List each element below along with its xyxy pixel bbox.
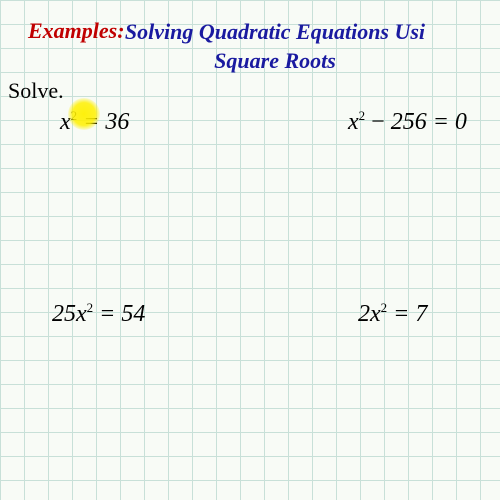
- equation-3: 25x2 = 54: [52, 300, 145, 328]
- title-line-2: Square Roots: [50, 47, 500, 76]
- examples-label: Examples:: [28, 18, 125, 44]
- equation-1: x2 = 36: [60, 108, 129, 136]
- solve-instruction: Solve.: [8, 78, 64, 104]
- slide-content: Examples: Solving Quadratic Equations Us…: [0, 0, 500, 500]
- equation-2: x2 − 256 = 0: [348, 108, 467, 136]
- equation-4: 2x2 = 7: [358, 300, 427, 328]
